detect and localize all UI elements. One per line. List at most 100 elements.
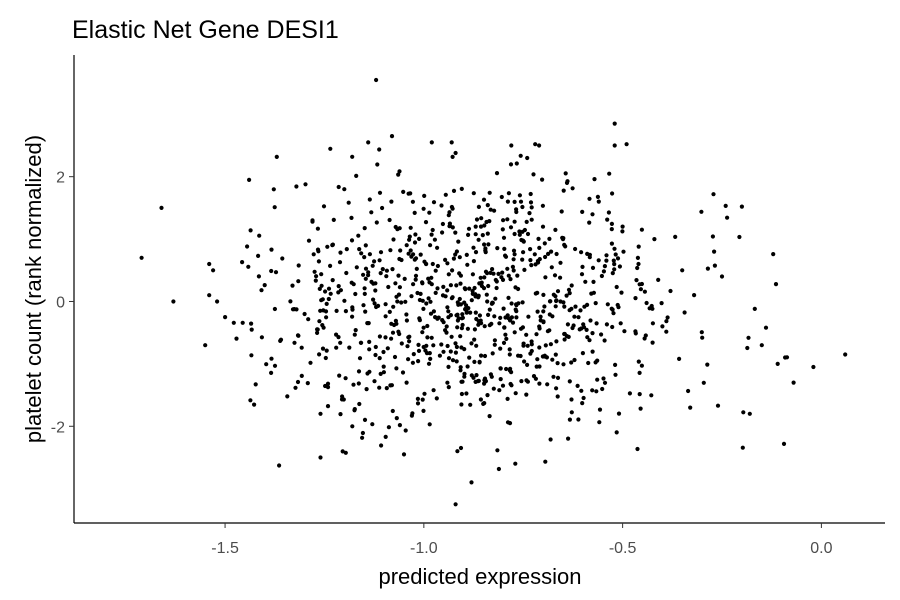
data-point xyxy=(469,341,474,346)
data-point xyxy=(611,258,616,263)
data-point xyxy=(508,277,513,282)
data-point xyxy=(441,284,446,289)
data-point xyxy=(473,310,478,315)
data-point xyxy=(781,441,787,446)
data-point xyxy=(374,304,379,310)
data-point xyxy=(494,279,499,284)
data-point xyxy=(440,221,445,227)
data-point xyxy=(337,260,343,265)
data-point xyxy=(288,299,293,304)
data-point xyxy=(597,407,603,412)
data-point xyxy=(246,264,251,269)
data-point xyxy=(378,271,383,276)
data-point xyxy=(508,162,514,167)
data-point xyxy=(406,251,411,256)
data-point xyxy=(493,296,498,301)
data-point xyxy=(453,252,458,257)
data-point xyxy=(485,231,490,236)
data-point xyxy=(456,239,461,244)
data-point xyxy=(383,335,388,340)
data-point xyxy=(459,186,464,191)
data-point xyxy=(240,260,245,265)
data-point xyxy=(343,309,348,314)
data-point xyxy=(558,275,563,280)
data-point xyxy=(445,343,450,349)
data-point xyxy=(459,379,464,384)
data-point xyxy=(234,336,239,341)
data-point xyxy=(421,306,426,311)
data-point xyxy=(305,381,310,386)
data-point xyxy=(318,455,323,460)
data-point xyxy=(652,237,657,242)
data-point xyxy=(369,279,374,284)
data-point xyxy=(336,335,341,340)
data-point xyxy=(346,200,351,205)
data-point xyxy=(424,351,430,356)
data-point xyxy=(433,290,438,295)
data-point xyxy=(337,373,342,378)
data-point xyxy=(299,373,304,378)
data-point xyxy=(588,318,593,323)
data-point xyxy=(417,318,422,323)
data-point xyxy=(380,267,385,272)
data-point xyxy=(561,362,566,367)
data-point xyxy=(529,342,534,347)
data-point xyxy=(262,283,267,288)
data-point xyxy=(363,309,368,314)
data-point xyxy=(324,301,329,306)
data-point xyxy=(375,162,380,167)
data-point xyxy=(505,396,510,401)
data-point xyxy=(399,341,404,346)
data-point xyxy=(323,289,328,294)
data-point xyxy=(752,306,757,311)
data-point xyxy=(357,356,363,361)
data-point xyxy=(537,345,542,350)
data-point xyxy=(458,334,463,339)
data-point xyxy=(453,150,458,156)
data-point xyxy=(547,236,552,241)
data-point xyxy=(409,294,414,299)
data-point xyxy=(634,278,639,283)
data-point xyxy=(446,213,451,218)
data-point xyxy=(247,177,252,182)
data-point xyxy=(482,275,487,280)
data-point xyxy=(637,370,642,375)
data-point xyxy=(642,336,647,341)
data-point xyxy=(611,311,616,316)
data-point xyxy=(537,381,542,386)
data-point xyxy=(614,430,619,435)
data-point xyxy=(489,321,494,326)
data-point xyxy=(415,396,420,401)
data-point xyxy=(395,299,400,304)
data-point xyxy=(390,267,395,272)
data-point xyxy=(380,205,385,211)
data-point xyxy=(456,302,461,307)
data-point xyxy=(454,344,459,350)
data-point xyxy=(459,391,464,397)
data-point xyxy=(460,312,465,317)
data-point xyxy=(317,319,322,324)
data-point xyxy=(506,191,511,196)
data-point xyxy=(455,312,460,317)
data-point xyxy=(502,246,507,251)
data-point xyxy=(398,248,403,253)
data-point xyxy=(741,410,746,415)
data-point xyxy=(723,203,728,208)
data-point xyxy=(323,309,329,314)
data-point xyxy=(642,289,648,294)
data-point xyxy=(535,258,541,264)
data-point xyxy=(467,355,472,360)
data-point xyxy=(534,332,539,337)
data-point xyxy=(580,209,585,214)
data-point xyxy=(350,307,355,312)
data-point xyxy=(498,377,503,382)
data-point xyxy=(474,343,479,348)
data-point xyxy=(509,370,514,375)
data-point xyxy=(429,282,434,287)
data-point xyxy=(699,330,704,335)
data-point xyxy=(379,443,384,448)
data-point xyxy=(644,300,649,306)
data-point xyxy=(413,232,418,237)
data-point xyxy=(579,272,585,277)
y-tick-label: -2 xyxy=(51,419,65,436)
